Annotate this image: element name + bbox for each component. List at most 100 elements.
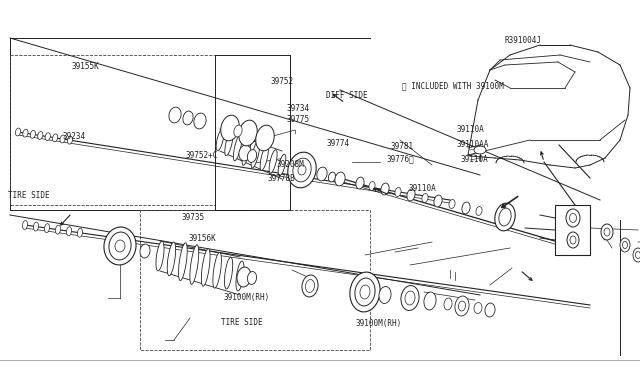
Ellipse shape bbox=[38, 132, 43, 140]
Ellipse shape bbox=[225, 257, 233, 289]
Text: 39110A: 39110A bbox=[457, 125, 484, 134]
Ellipse shape bbox=[570, 236, 576, 244]
Ellipse shape bbox=[234, 125, 242, 137]
Ellipse shape bbox=[328, 172, 335, 182]
Text: 39100M(RH): 39100M(RH) bbox=[355, 319, 401, 328]
Ellipse shape bbox=[369, 182, 375, 190]
Ellipse shape bbox=[458, 301, 465, 311]
Ellipse shape bbox=[474, 146, 486, 154]
Ellipse shape bbox=[67, 136, 72, 144]
Ellipse shape bbox=[236, 261, 244, 291]
Text: 39775: 39775 bbox=[287, 115, 310, 124]
Ellipse shape bbox=[67, 227, 72, 236]
Ellipse shape bbox=[449, 199, 455, 208]
Ellipse shape bbox=[23, 129, 28, 137]
Text: R391004J: R391004J bbox=[504, 36, 541, 45]
Text: 39156K: 39156K bbox=[189, 234, 216, 243]
Text: 39781: 39781 bbox=[390, 142, 413, 151]
Ellipse shape bbox=[424, 292, 436, 310]
Ellipse shape bbox=[356, 177, 364, 189]
Ellipse shape bbox=[302, 275, 318, 297]
Ellipse shape bbox=[566, 209, 580, 227]
Ellipse shape bbox=[33, 222, 38, 231]
Ellipse shape bbox=[44, 224, 49, 232]
Text: DIFF SIDE: DIFF SIDE bbox=[326, 92, 368, 100]
Ellipse shape bbox=[335, 172, 345, 186]
Text: 39752: 39752 bbox=[270, 77, 293, 86]
Ellipse shape bbox=[30, 131, 35, 138]
Ellipse shape bbox=[350, 272, 380, 312]
Ellipse shape bbox=[293, 158, 311, 182]
Ellipse shape bbox=[485, 303, 495, 317]
Ellipse shape bbox=[444, 298, 452, 310]
Ellipse shape bbox=[434, 195, 442, 207]
Ellipse shape bbox=[104, 227, 136, 265]
Ellipse shape bbox=[60, 135, 65, 143]
Ellipse shape bbox=[278, 154, 286, 176]
Ellipse shape bbox=[190, 245, 199, 284]
Ellipse shape bbox=[395, 187, 401, 196]
Ellipse shape bbox=[298, 165, 306, 175]
Ellipse shape bbox=[620, 238, 630, 252]
Polygon shape bbox=[555, 205, 590, 255]
Ellipse shape bbox=[242, 136, 251, 165]
Ellipse shape bbox=[15, 128, 20, 136]
Text: 39774: 39774 bbox=[326, 139, 349, 148]
Ellipse shape bbox=[570, 214, 577, 222]
Ellipse shape bbox=[237, 267, 251, 287]
Ellipse shape bbox=[56, 225, 61, 234]
Ellipse shape bbox=[251, 141, 260, 168]
Text: 39110A: 39110A bbox=[408, 185, 436, 193]
Ellipse shape bbox=[422, 193, 428, 202]
Ellipse shape bbox=[499, 208, 511, 226]
Ellipse shape bbox=[167, 242, 175, 276]
Text: 39734: 39734 bbox=[287, 104, 310, 113]
Ellipse shape bbox=[156, 241, 164, 271]
Ellipse shape bbox=[636, 251, 640, 259]
Ellipse shape bbox=[234, 134, 242, 161]
Ellipse shape bbox=[495, 203, 515, 231]
Ellipse shape bbox=[379, 286, 391, 304]
Ellipse shape bbox=[221, 115, 239, 141]
Ellipse shape bbox=[381, 183, 389, 195]
Text: 39155K: 39155K bbox=[72, 62, 99, 71]
Ellipse shape bbox=[601, 224, 613, 240]
Ellipse shape bbox=[77, 228, 83, 237]
Ellipse shape bbox=[169, 107, 181, 123]
Ellipse shape bbox=[239, 145, 251, 161]
Ellipse shape bbox=[52, 134, 58, 142]
Text: TIRE SIDE: TIRE SIDE bbox=[221, 318, 262, 327]
Ellipse shape bbox=[455, 296, 469, 316]
Ellipse shape bbox=[476, 206, 482, 215]
Ellipse shape bbox=[317, 167, 327, 181]
Text: 39776※: 39776※ bbox=[387, 155, 414, 164]
Ellipse shape bbox=[45, 133, 51, 141]
Ellipse shape bbox=[202, 248, 210, 286]
Ellipse shape bbox=[109, 232, 131, 260]
Ellipse shape bbox=[22, 221, 28, 230]
Ellipse shape bbox=[405, 291, 415, 305]
Text: ※ INCLUDED WITH 39100M: ※ INCLUDED WITH 39100M bbox=[402, 81, 504, 90]
Ellipse shape bbox=[269, 150, 277, 173]
Ellipse shape bbox=[179, 243, 188, 280]
Ellipse shape bbox=[288, 152, 316, 188]
Ellipse shape bbox=[256, 125, 275, 151]
Text: 39752+C: 39752+C bbox=[186, 151, 218, 160]
Text: 39100M(RH): 39100M(RH) bbox=[224, 293, 270, 302]
Ellipse shape bbox=[401, 286, 419, 311]
Ellipse shape bbox=[260, 145, 268, 170]
Text: TIRE SIDE: TIRE SIDE bbox=[8, 191, 49, 200]
Text: 39234: 39234 bbox=[63, 132, 86, 141]
Ellipse shape bbox=[194, 113, 206, 129]
Ellipse shape bbox=[462, 202, 470, 214]
Ellipse shape bbox=[115, 240, 125, 252]
Text: 39110AA: 39110AA bbox=[457, 140, 490, 149]
Ellipse shape bbox=[474, 302, 482, 314]
Ellipse shape bbox=[623, 241, 627, 248]
Ellipse shape bbox=[567, 232, 579, 248]
Ellipse shape bbox=[225, 131, 233, 156]
Ellipse shape bbox=[140, 244, 150, 258]
Text: 39208M: 39208M bbox=[276, 160, 304, 169]
Ellipse shape bbox=[355, 278, 375, 306]
Text: 39735: 39735 bbox=[181, 213, 204, 222]
